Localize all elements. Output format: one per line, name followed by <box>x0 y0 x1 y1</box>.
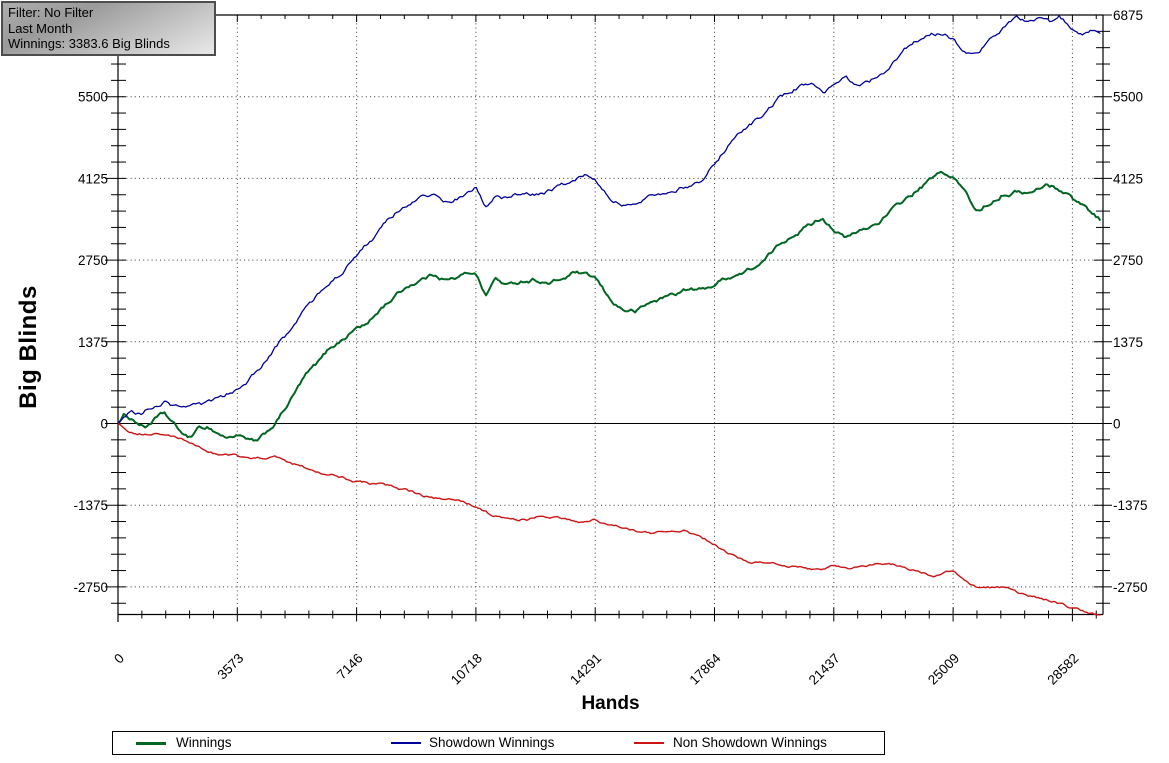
y-tick-label-right: -1375 <box>1113 498 1148 513</box>
series-line-non-showdown-winnings <box>118 422 1101 616</box>
y-axis-title: Big Blinds <box>15 285 42 409</box>
legend-label-showdown-winnings: Showdown Winnings <box>429 735 555 750</box>
x-tick-label: 7146 <box>334 651 366 683</box>
legend-label-non-showdown-winnings: Non Showdown Winnings <box>673 735 827 750</box>
filter-line: Filter: No Filter <box>8 5 94 20</box>
y-tick-label-right: 1375 <box>1113 335 1143 350</box>
x-axis-title: Hands <box>581 693 640 714</box>
legend: Winnings Showdown Winnings Non Showdown … <box>112 731 885 755</box>
date-range-line: Last Month <box>8 20 73 36</box>
x-tick-label: 28582 <box>1044 651 1081 688</box>
y-tick-label-left: 1375 <box>78 335 108 350</box>
y-tick-label-right: 0 <box>1113 417 1121 432</box>
y-tick-label-left: 2750 <box>78 253 108 268</box>
x-tick-label: 3573 <box>215 651 247 683</box>
y-tick-label-left: 5500 <box>78 90 108 105</box>
y-tick-label-left: -1375 <box>73 498 108 513</box>
x-tick-label: 10718 <box>448 651 485 688</box>
y-tick-label-right: 6875 <box>1113 8 1143 23</box>
series-line-winnings <box>118 170 1101 442</box>
x-tick-label: 25009 <box>925 651 962 688</box>
x-tick-label: 14291 <box>567 651 604 688</box>
x-tick-label: 0 <box>111 651 127 667</box>
showdown-winnings-line-swatch <box>391 742 421 744</box>
y-tick-label-left: 0 <box>100 417 108 432</box>
y-tick-label-right: 2750 <box>1113 253 1143 268</box>
winnings-summary-line: Winnings: 3383.6 Big Blinds <box>8 36 170 51</box>
x-tick-label: 17864 <box>686 650 723 687</box>
x-tick-label: 21437 <box>806 651 843 688</box>
non-showdown-winnings-line-swatch <box>634 742 664 744</box>
legend-label-winnings: Winnings <box>176 735 232 750</box>
y-tick-label-left: -2750 <box>73 580 108 595</box>
y-tick-label-right: -2750 <box>1113 580 1148 595</box>
y-tick-label-right: 4125 <box>1113 171 1143 186</box>
y-tick-label-right: 5500 <box>1113 90 1143 105</box>
series-line-showdown-winnings <box>118 15 1101 425</box>
winnings-line-swatch <box>136 742 166 745</box>
y-tick-label-left: 4125 <box>78 171 108 186</box>
filter-info-box: Filter: No Filter Last Month Winnings: 3… <box>1 1 216 56</box>
